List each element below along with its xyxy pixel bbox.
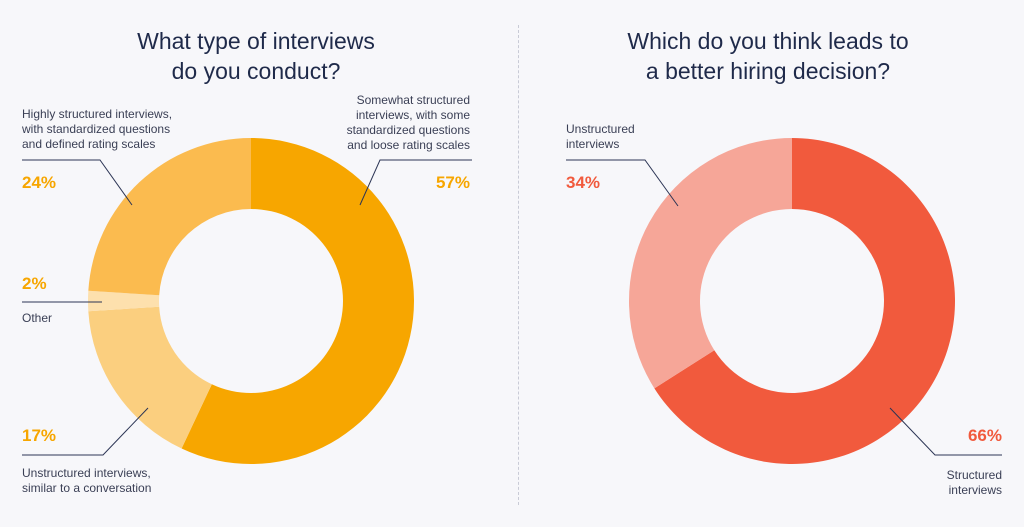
donut-slice: [629, 138, 792, 389]
leader-line-unstructured: [22, 407, 149, 456]
pct-other: 2%: [22, 274, 47, 293]
label-highly-structured: Highly structured interviews, with stand…: [22, 107, 173, 151]
label-unstructured: Unstructured interviews, similar to a co…: [22, 466, 152, 495]
leader-line-somewhat: [359, 159, 472, 206]
pct-unstructured: 17%: [22, 426, 57, 445]
donut-right: [629, 138, 956, 465]
chart-title-left: What type of interviews do you conduct?: [0, 26, 512, 86]
donut-slice: [88, 306, 212, 449]
leader-line-highly: [22, 159, 133, 206]
title-line: do you conduct?: [171, 58, 341, 84]
panel-interview-types: What type of interviews do you conduct? …: [0, 26, 512, 495]
chart-title-right: Which do you think leads to a better hir…: [512, 26, 1024, 86]
donut-slice: [181, 138, 415, 465]
donut-slice: [654, 138, 956, 465]
pct-somewhat-structured: 57%: [435, 173, 470, 192]
pct-right-unstructured: 34%: [566, 173, 601, 192]
label-other: Other: [22, 311, 53, 325]
label-somewhat-structured: Somewhat structured interviews, with som…: [346, 93, 470, 152]
donut-slice: [88, 138, 251, 296]
pct-highly-structured: 24%: [22, 173, 57, 192]
donut-slice: [88, 290, 160, 312]
leader-line-right-unstructured: [566, 159, 679, 207]
leader-lines: [22, 159, 1002, 456]
pct-structured: 66%: [967, 426, 1002, 445]
title-line: a better hiring decision?: [645, 58, 891, 84]
label-structured: Structured interviews: [946, 468, 1002, 497]
panel-hiring-decision: Which do you think leads to a better hir…: [512, 0, 1024, 527]
donut-left: [88, 138, 415, 465]
panel-divider: [518, 25, 519, 505]
title-line: What type of interviews: [137, 28, 375, 54]
leader-line-structured: [889, 407, 1002, 456]
label-right-unstructured: Unstructured interviews: [566, 122, 635, 151]
title-line: Which do you think leads to: [627, 28, 909, 54]
